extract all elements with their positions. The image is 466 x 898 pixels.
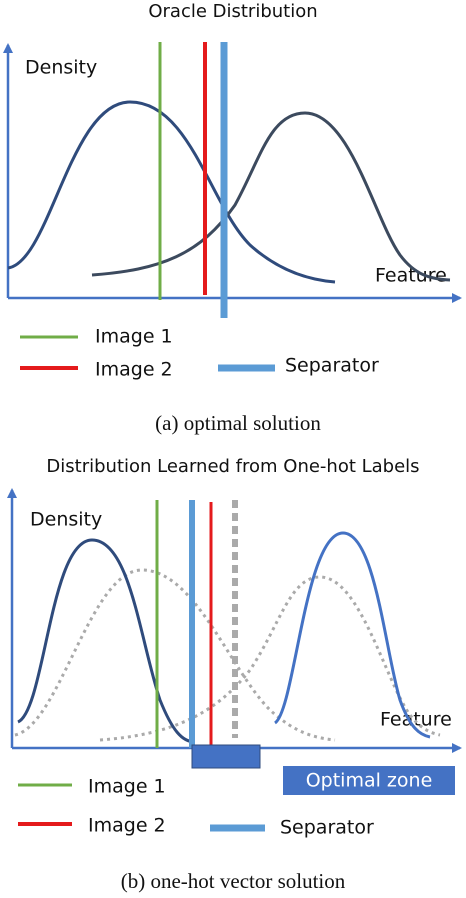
x-axis-label: Feature (380, 709, 452, 731)
legend-label: Image 2 (95, 359, 173, 381)
curve (17, 538, 196, 744)
curve (7, 100, 336, 284)
legend-label: Separator (285, 355, 379, 377)
y-axis-label: Density (25, 57, 97, 79)
curve (273, 531, 431, 739)
zone-label-box (283, 766, 455, 795)
x-axis-label: Feature (375, 265, 447, 287)
panel-title: Distribution Learned from One-hot Labels (46, 456, 419, 477)
curve (99, 575, 441, 742)
zone-label: Optimal zone (306, 770, 433, 792)
panel-title: Oracle Distribution (148, 1, 317, 22)
curve (14, 568, 336, 742)
curve (91, 111, 451, 282)
caption: (a) optimal solution (155, 411, 321, 435)
legend-label: Image 2 (88, 815, 166, 837)
legend-label: Separator (280, 817, 374, 839)
y-axis-label: Density (30, 509, 102, 531)
caption: (b) one-hot vector solution (121, 869, 346, 893)
legend-label: Image 1 (95, 326, 173, 348)
panel-b: Distribution Learned from One-hot Labels… (6, 456, 462, 893)
optimal-zone-bar (191, 744, 261, 769)
panel-a: Oracle Distribution Density Feature Imag… (2, 1, 462, 435)
legend-label: Image 1 (88, 776, 166, 798)
